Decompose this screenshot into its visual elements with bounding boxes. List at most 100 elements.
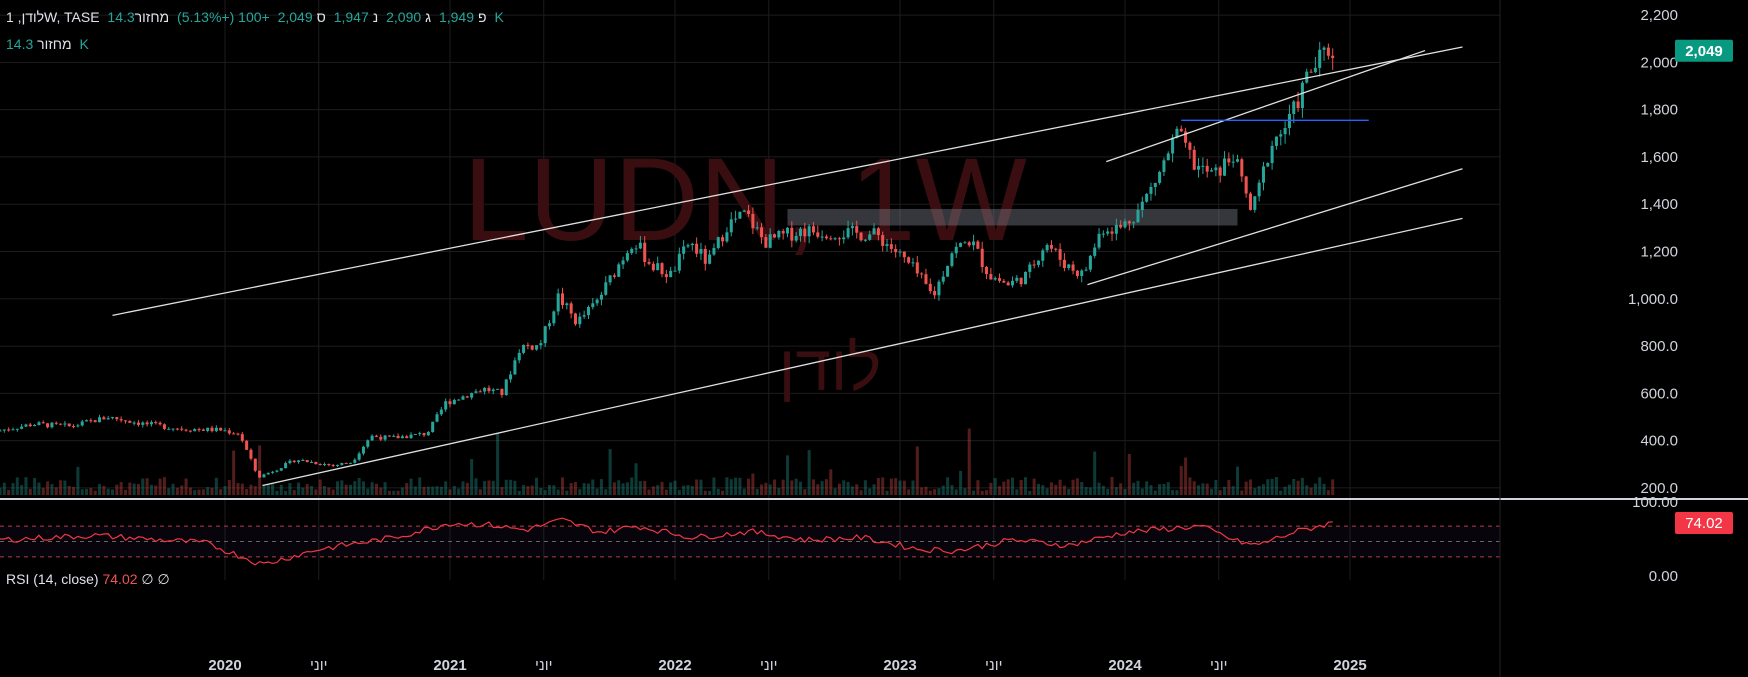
volume-bar	[461, 481, 465, 495]
candle-body	[474, 391, 478, 393]
candle-body	[2, 429, 6, 431]
candle-body	[781, 230, 785, 234]
volume-bar	[1296, 480, 1300, 495]
volume-bar	[751, 473, 755, 495]
volume-bar	[504, 479, 508, 495]
candle-body	[197, 429, 201, 431]
volume-bar	[526, 486, 530, 495]
volume-bar	[67, 485, 71, 495]
volume-bar	[102, 486, 106, 495]
volume-bar	[1257, 485, 1261, 495]
volume-bar	[824, 479, 828, 495]
candle-body	[876, 228, 880, 236]
volume-bar	[184, 478, 188, 495]
trendlines[interactable]	[112, 46, 1463, 487]
candle-body	[677, 253, 681, 271]
volume-bar	[664, 489, 668, 495]
candle-body	[1093, 247, 1097, 256]
volume-bar	[119, 482, 123, 495]
volume-bar	[591, 479, 595, 495]
volume-bar	[924, 486, 928, 495]
candle-body	[734, 218, 738, 220]
candle-body	[400, 436, 404, 439]
candle-body	[998, 278, 1002, 281]
candle-body	[1127, 221, 1131, 224]
candle-body	[1244, 176, 1248, 194]
volume-bar	[344, 484, 348, 495]
candle-body	[651, 263, 655, 271]
candle-body	[33, 424, 37, 427]
consolidation-zone[interactable]	[787, 208, 1238, 226]
candle-body	[422, 433, 426, 436]
symbol-label[interactable]: לודן, 1W, TASE	[6, 9, 100, 25]
candle-body	[738, 211, 742, 219]
volume-bar	[448, 489, 452, 495]
time-axis[interactable]: 2020 יוני 2021 יוני 2022 יוני 2023 יוני 2024 יוני…	[208, 657, 1366, 674]
volume-bar	[647, 489, 651, 495]
candle-body	[193, 429, 197, 432]
candle-body	[167, 428, 171, 430]
volume-bar	[405, 483, 409, 495]
candle-body	[59, 423, 63, 425]
watermark-name: לודן	[779, 332, 882, 404]
candle-body	[1153, 182, 1157, 187]
candle-body	[1171, 137, 1175, 154]
candle-body	[171, 428, 175, 430]
volume-bar	[898, 480, 902, 495]
volume-bar	[946, 477, 950, 495]
candle-body	[543, 326, 547, 344]
volume-bar	[846, 481, 850, 495]
candle-body	[1058, 249, 1062, 260]
volume-bar	[318, 479, 322, 495]
candle-body	[72, 426, 76, 428]
volume-bar	[651, 486, 655, 495]
candle-body	[591, 303, 595, 308]
candle-body	[1227, 158, 1231, 163]
volume-bar	[500, 487, 504, 495]
volume-bar	[599, 479, 603, 495]
candle-body	[560, 293, 565, 306]
volume-bar	[660, 481, 664, 495]
volume-bar	[171, 483, 175, 495]
time-tick-label: יוני	[760, 657, 778, 674]
volume-bar	[972, 490, 976, 495]
candle-body	[894, 248, 898, 253]
volume-bar	[1153, 490, 1157, 495]
candle-body	[258, 470, 262, 478]
volume-bar	[889, 478, 893, 495]
volume-bar	[1002, 481, 1006, 495]
volume-value: 14.3 K	[107, 9, 504, 25]
rsi-title[interactable]: RSI (14, close)	[6, 571, 99, 587]
volume-bar	[110, 489, 115, 495]
volume-bar	[1088, 487, 1092, 495]
price-tick-label: 200.0	[1640, 480, 1678, 497]
high-label: ג	[425, 9, 432, 25]
candle-body	[552, 311, 556, 324]
volume-bar	[310, 486, 314, 495]
trendline-inner-lower	[1087, 168, 1463, 286]
candle-body	[1235, 159, 1240, 162]
candle-body	[392, 435, 396, 437]
volume-bar	[941, 485, 945, 495]
volume-bar	[0, 487, 2, 495]
candle-body	[348, 462, 352, 464]
candle-body	[985, 267, 989, 275]
rsi-tick-label: 0.00	[1649, 568, 1678, 585]
candle-body	[1309, 71, 1313, 73]
candle-body	[297, 460, 301, 463]
candle-body	[110, 417, 115, 419]
time-tick-label: יוני	[310, 657, 328, 674]
open-value: 1,949	[438, 9, 475, 25]
candle-body	[682, 246, 686, 254]
volume-row-label[interactable]: מחזור	[37, 36, 72, 52]
price-axis[interactable]: 200.0 400.0 600.0 800.0 1,000.0 1,200 1,400 1,6…	[1499, 0, 1733, 677]
volume-bar	[1253, 488, 1257, 495]
candle-body	[253, 458, 257, 471]
change-value: +100 (+5.13%)	[177, 9, 270, 25]
candle-body	[1132, 222, 1136, 224]
volume-bar	[894, 478, 898, 495]
volume-bar	[863, 480, 867, 495]
volume-bar	[392, 490, 396, 495]
candle-body	[418, 433, 422, 435]
